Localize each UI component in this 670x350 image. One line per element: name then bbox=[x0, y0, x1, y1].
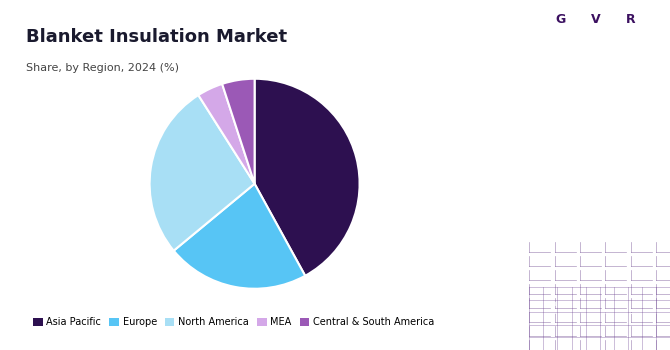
Wedge shape bbox=[198, 84, 255, 184]
Text: GRAND VIEW RESEARCH: GRAND VIEW RESEARCH bbox=[547, 37, 652, 47]
Wedge shape bbox=[222, 79, 255, 184]
Legend: Asia Pacific, Europe, North America, MEA, Central & South America: Asia Pacific, Europe, North America, MEA… bbox=[29, 313, 438, 331]
FancyBboxPatch shape bbox=[583, 16, 608, 33]
Text: Share, by Region, 2024 (%): Share, by Region, 2024 (%) bbox=[27, 63, 180, 73]
Text: V: V bbox=[591, 13, 600, 26]
Text: $15.8B: $15.8B bbox=[556, 123, 643, 143]
Wedge shape bbox=[255, 79, 360, 276]
Text: Global Market Size,
2024: Global Market Size, 2024 bbox=[556, 178, 643, 200]
Text: Blanket Insulation Market: Blanket Insulation Market bbox=[27, 28, 287, 46]
Wedge shape bbox=[174, 184, 305, 289]
FancyBboxPatch shape bbox=[616, 16, 642, 33]
Text: Source:
www.grandviewresearch.com: Source: www.grandviewresearch.com bbox=[541, 301, 657, 315]
Text: G: G bbox=[555, 13, 565, 26]
Wedge shape bbox=[149, 95, 255, 251]
FancyBboxPatch shape bbox=[551, 16, 576, 33]
Text: R: R bbox=[626, 13, 635, 26]
